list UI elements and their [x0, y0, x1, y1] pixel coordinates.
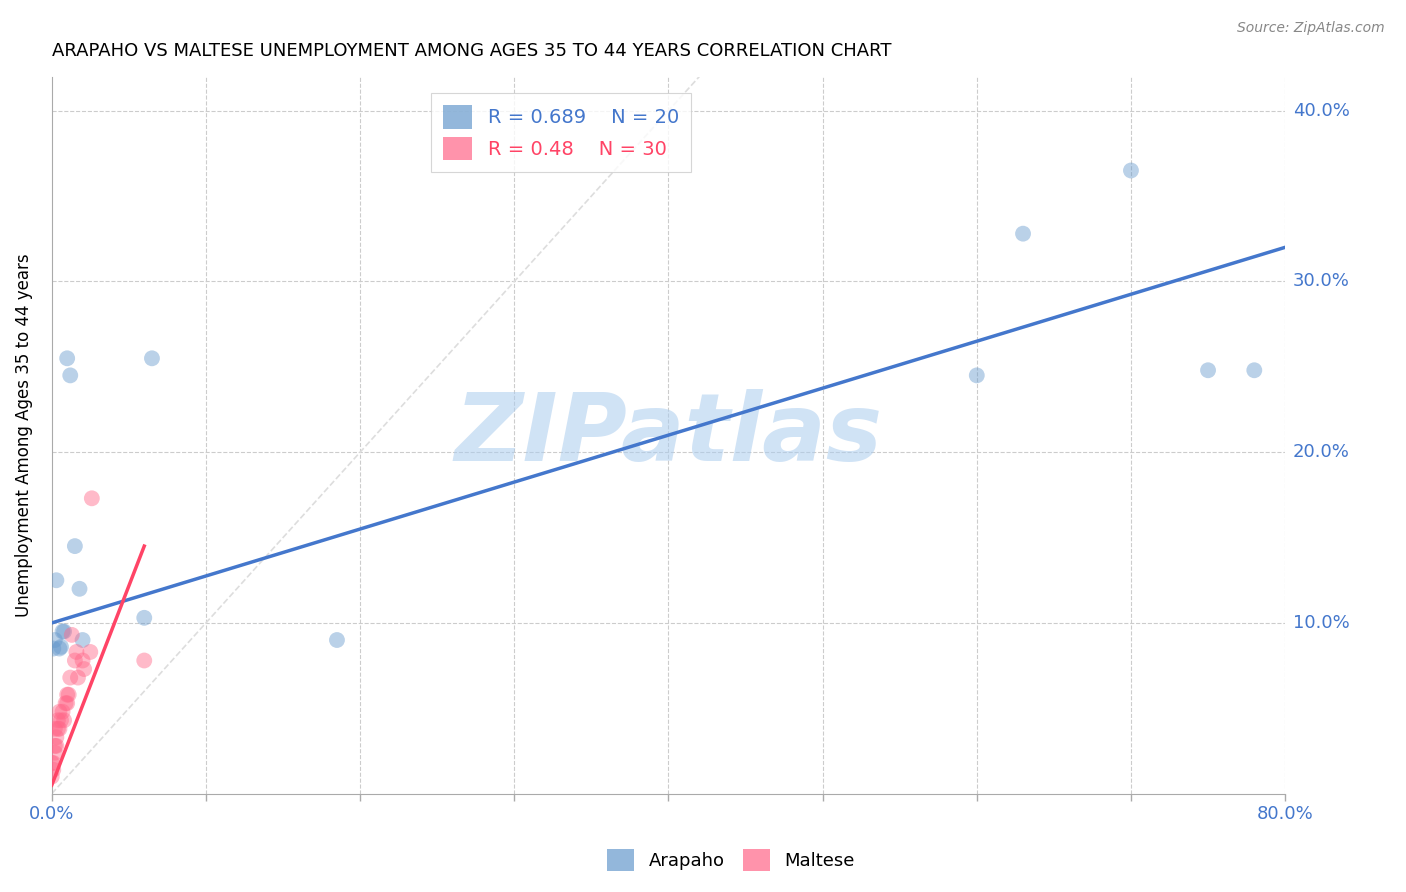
Point	[41, 770, 63, 784]
Point	[55, 696, 77, 710]
Text: ZIPatlas: ZIPatlas	[454, 389, 883, 481]
Point	[966, 368, 988, 383]
Point	[59, 368, 82, 383]
Point	[134, 653, 156, 667]
Point	[1197, 363, 1219, 377]
Point	[72, 653, 94, 667]
Point	[51, 624, 73, 639]
Point	[45, 739, 67, 753]
Point	[42, 756, 65, 770]
Point	[46, 722, 69, 736]
Point	[49, 713, 72, 727]
Text: 30.0%: 30.0%	[1294, 272, 1350, 291]
Point	[46, 713, 69, 727]
Y-axis label: Unemployment Among Ages 35 to 44 years: Unemployment Among Ages 35 to 44 years	[15, 253, 32, 617]
Point	[48, 705, 70, 719]
Point	[1243, 363, 1265, 377]
Point	[53, 713, 76, 727]
Point	[56, 351, 79, 366]
Point	[44, 739, 66, 753]
Point	[44, 633, 66, 648]
Legend: R = 0.689    N = 20, R = 0.48    N = 30: R = 0.689 N = 20, R = 0.48 N = 30	[432, 94, 690, 172]
Point	[41, 756, 63, 770]
Text: 10.0%: 10.0%	[1294, 614, 1350, 632]
Text: Source: ZipAtlas.com: Source: ZipAtlas.com	[1237, 21, 1385, 35]
Point	[49, 640, 72, 654]
Point	[53, 624, 76, 639]
Point	[1119, 163, 1142, 178]
Point	[45, 731, 67, 745]
Point	[44, 722, 66, 736]
Point	[73, 662, 96, 676]
Point	[60, 628, 83, 642]
Point	[63, 539, 86, 553]
Point	[42, 641, 65, 656]
Point	[66, 671, 89, 685]
Point	[63, 653, 86, 667]
Point	[134, 611, 156, 625]
Point	[59, 671, 82, 685]
Point	[42, 763, 65, 777]
Point	[51, 705, 73, 719]
Legend: Arapaho, Maltese: Arapaho, Maltese	[600, 842, 862, 879]
Text: 20.0%: 20.0%	[1294, 443, 1350, 461]
Point	[72, 633, 94, 648]
Text: 40.0%: 40.0%	[1294, 102, 1350, 120]
Point	[80, 491, 103, 506]
Point	[65, 645, 87, 659]
Point	[48, 641, 70, 656]
Point	[58, 688, 80, 702]
Point	[44, 746, 66, 760]
Point	[56, 688, 79, 702]
Text: ARAPAHO VS MALTESE UNEMPLOYMENT AMONG AGES 35 TO 44 YEARS CORRELATION CHART: ARAPAHO VS MALTESE UNEMPLOYMENT AMONG AG…	[52, 42, 891, 60]
Point	[69, 582, 91, 596]
Point	[56, 696, 79, 710]
Point	[48, 722, 70, 736]
Point	[326, 633, 349, 648]
Point	[45, 574, 67, 588]
Point	[1012, 227, 1035, 241]
Point	[141, 351, 163, 366]
Point	[79, 645, 101, 659]
